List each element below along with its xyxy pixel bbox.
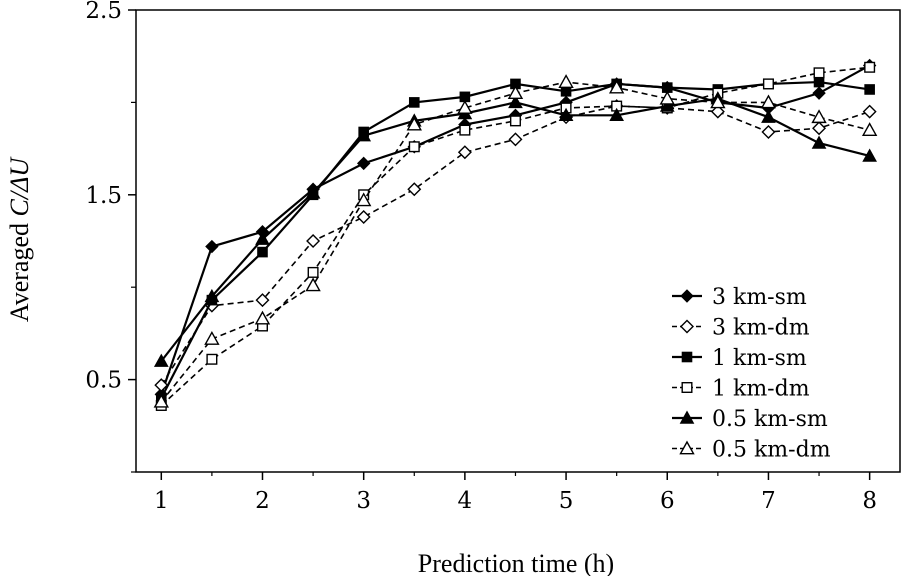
data-point	[558, 74, 574, 88]
legend-marker	[679, 440, 695, 455]
data-point	[760, 94, 777, 109]
plot-area	[135, 9, 901, 473]
data-point	[812, 121, 827, 136]
series-0-5-km-dm	[153, 74, 878, 408]
data-point	[153, 393, 169, 408]
data-point	[204, 331, 220, 345]
y-axis-label: Averaged C/ΔU	[5, 156, 34, 322]
data-point	[508, 94, 523, 109]
data-point	[762, 78, 774, 90]
data-point	[861, 122, 878, 137]
axis-ticks	[128, 9, 871, 480]
data-point	[206, 353, 218, 365]
legend-marker	[681, 351, 693, 363]
legend-label: 1 km-dm	[712, 377, 810, 402]
data-point	[356, 209, 371, 224]
data-point	[862, 148, 877, 162]
legend-label: 3 km-sm	[712, 285, 807, 310]
series-layer	[153, 58, 878, 411]
data-point	[355, 192, 372, 207]
y-axis-label-prefix: Averaged	[5, 216, 34, 322]
data-point	[204, 288, 220, 303]
legend-marker	[680, 289, 694, 303]
legend-marker	[679, 410, 695, 424]
data-point	[406, 116, 422, 131]
data-point	[457, 100, 473, 114]
x-tick-label: 7	[761, 488, 776, 514]
legend-label: 0.5 km-sm	[712, 407, 828, 432]
data-point	[154, 378, 169, 393]
data-point	[305, 185, 321, 199]
data-point	[307, 266, 319, 278]
data-point	[659, 98, 675, 112]
data-point	[254, 310, 271, 325]
legend: 3 km-sm 3 km-dm 1 km-sm 1 km-dm 0.5 km-sm 0.5…	[672, 285, 831, 463]
data-point	[257, 246, 268, 258]
legend-item: 0.5 km-sm	[672, 407, 828, 432]
x-tick-label: 8	[862, 488, 877, 514]
x-tick-label: 6	[660, 488, 675, 514]
data-point	[862, 104, 877, 119]
data-point	[356, 128, 372, 142]
y-tick-label: 1.5	[85, 183, 122, 209]
data-point	[509, 115, 521, 127]
data-point	[255, 293, 270, 308]
data-point	[659, 90, 675, 105]
x-tick-label: 3	[356, 488, 371, 514]
data-point	[459, 124, 471, 136]
x-tick-label: 5	[559, 488, 574, 514]
data-point	[813, 76, 825, 88]
data-point	[710, 94, 726, 109]
legend-item: 0.5 km-dm	[672, 438, 831, 463]
data-point	[508, 132, 523, 147]
data-point	[811, 135, 827, 149]
data-point	[812, 86, 826, 100]
legend-marker	[681, 382, 693, 394]
data-point	[811, 109, 827, 124]
y-tick-label: 2.5	[85, 0, 122, 24]
legend-item: 1 km-dm	[672, 377, 810, 402]
data-point	[408, 141, 420, 153]
x-axis-label: Prediction time (h)	[418, 549, 614, 576]
data-point	[710, 104, 725, 119]
legend-label: 1 km-sm	[712, 346, 807, 371]
y-tick-label: 0.5	[85, 368, 122, 394]
legend-marker	[680, 319, 694, 334]
data-point	[761, 124, 776, 139]
data-point	[864, 84, 875, 95]
tick-labels: 1 2 3 4 5 6 7 8 0.5 1.5 2.5	[85, 0, 877, 514]
data-point	[153, 353, 169, 367]
data-point	[609, 107, 625, 122]
data-point	[457, 145, 472, 160]
data-point	[408, 97, 420, 108]
data-point	[356, 156, 371, 171]
data-point	[864, 61, 876, 73]
legend-item: 1 km-sm	[672, 346, 807, 371]
legend-label: 0.5 km-dm	[712, 438, 831, 463]
y-axis-label-variable: C/ΔU	[5, 156, 34, 217]
data-point	[205, 239, 219, 254]
data-point	[407, 182, 422, 197]
data-point	[507, 85, 524, 100]
x-tick-label: 4	[458, 488, 473, 514]
data-point	[255, 231, 270, 245]
data-point	[608, 79, 625, 94]
plot-border	[135, 9, 901, 473]
data-point	[306, 234, 321, 248]
legend-label: 3 km-dm	[712, 316, 810, 341]
x-tick-label: 2	[255, 488, 270, 514]
data-point	[305, 277, 321, 292]
data-point	[813, 67, 825, 79]
legend-item: 3 km-sm	[672, 285, 807, 310]
legend-item: 3 km-dm	[672, 316, 810, 341]
x-tick-label: 1	[154, 488, 169, 514]
data-point	[761, 109, 776, 123]
data-point	[558, 107, 574, 122]
